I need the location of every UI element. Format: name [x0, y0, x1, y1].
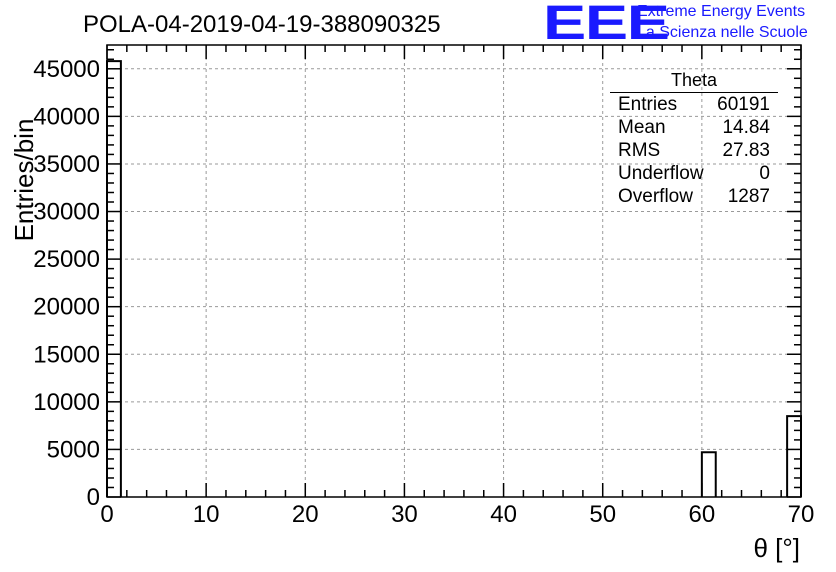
stats-row-rms: RMS 27.83 — [606, 139, 778, 162]
plot-frame — [106, 44, 802, 498]
x-tick-label: 20 — [292, 501, 319, 528]
stats-box: Theta Entries 60191 Mean 14.84 RMS 27.83 Under… — [606, 70, 778, 208]
y-axis-label: Entries/bin — [9, 119, 39, 242]
y-tick-label: 5000 — [47, 436, 100, 463]
stats-value: 1287 — [727, 186, 770, 207]
x-tick-label: 30 — [391, 501, 418, 528]
stats-label: Overflow — [618, 186, 693, 207]
x-tick-label: 50 — [589, 501, 616, 528]
stats-rows: Entries 60191 Mean 14.84 RMS 27.83 Underflow 0 O… — [606, 93, 778, 208]
stats-label: Entries — [618, 94, 678, 115]
y-tick-label: 20000 — [33, 294, 100, 321]
grid-lines — [107, 45, 801, 497]
x-tick-label: 60 — [689, 501, 716, 528]
stats-row-underflow: Underflow 0 — [606, 162, 778, 185]
stats-row-overflow: Overflow 1287 — [606, 185, 778, 208]
stats-value: 60191 — [717, 94, 770, 115]
histogram-bar — [700, 451, 717, 497]
y-tick-label: 25000 — [33, 246, 100, 273]
stats-label: Underflow — [618, 163, 704, 184]
stats-row-entries: Entries 60191 — [606, 93, 778, 116]
histogram-bar — [786, 415, 802, 497]
stats-label: Mean — [618, 117, 666, 138]
x-tick-label: 10 — [193, 501, 220, 528]
x-tick-labels: 0 10 20 30 40 50 60 70 — [100, 501, 814, 528]
y-tick-label: 30000 — [33, 199, 100, 226]
x-tick-label: 40 — [490, 501, 517, 528]
y-tick-label: 45000 — [33, 56, 100, 83]
logo-line-1: Extreme Energy Events — [637, 3, 806, 20]
y-tick-label: 0 — [87, 484, 100, 511]
y-tick-label: 15000 — [33, 341, 100, 368]
stats-value: 0 — [759, 163, 770, 184]
y-tick-labels: 0 5000 10000 15000 20000 25000 30000 35000 40000… — [33, 56, 100, 511]
logo-line-2: La Scienza nelle Scuole — [637, 24, 808, 41]
x-axis-label: θ [°] — [753, 533, 800, 563]
stats-value: 14.84 — [722, 117, 770, 138]
stats-box-title: Theta — [610, 70, 778, 93]
y-tick-label: 10000 — [33, 389, 100, 416]
stats-row-mean: Mean 14.84 — [606, 116, 778, 139]
chart-title: POLA-04-2019-04-19-388090325 — [83, 11, 441, 38]
eee-logo: EEE — [543, 0, 670, 50]
y-tick-label: 35000 — [33, 151, 100, 178]
x-tick-label: 0 — [100, 501, 113, 528]
x-tick-label: 70 — [788, 501, 815, 528]
stats-label: RMS — [618, 140, 661, 161]
stats-value: 27.83 — [722, 140, 770, 161]
axes — [106, 44, 802, 498]
y-tick-label: 40000 — [33, 103, 100, 130]
